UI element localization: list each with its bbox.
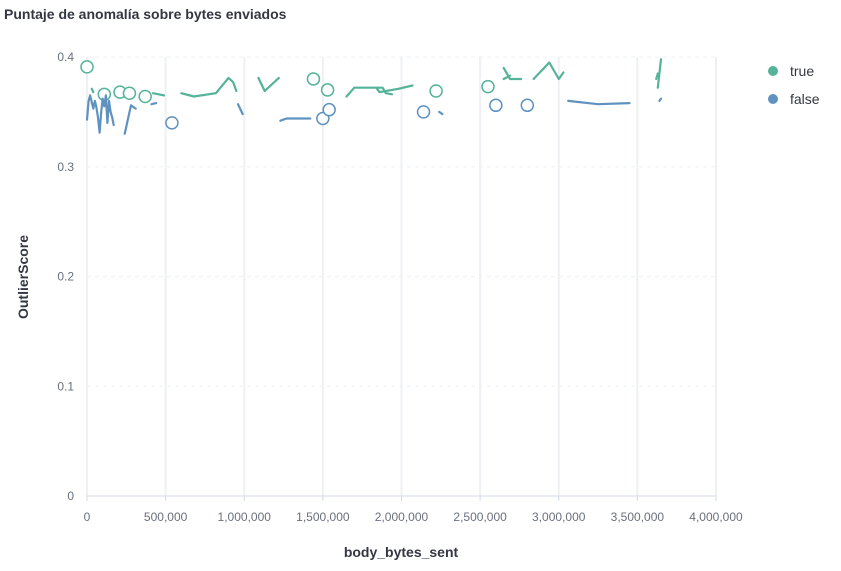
series-line-false — [123, 104, 137, 135]
x-tick-label: 1,500,000 — [296, 510, 350, 524]
series-line-false — [438, 110, 444, 116]
legend-item-true[interactable]: true — [768, 57, 820, 85]
data-point-false[interactable] — [489, 98, 503, 113]
series-line-false — [85, 94, 115, 134]
legend-label-true: true — [790, 63, 815, 79]
data-point-true[interactable] — [429, 84, 443, 98]
series-false — [85, 94, 663, 135]
series-line-true — [655, 72, 659, 81]
data-point-false[interactable] — [520, 98, 535, 113]
series-line-true — [257, 76, 280, 93]
x-tick-label: 4,000,000 — [689, 510, 743, 524]
x-tick-label: 3,000,000 — [532, 510, 586, 524]
series-line-false — [236, 103, 244, 116]
y-tick-label: 0.3 — [57, 160, 74, 174]
x-axis-title: body_bytes_sent — [344, 544, 459, 560]
y-tick-label: 0.1 — [57, 379, 74, 393]
x-tick-label: 2,500,000 — [453, 510, 507, 524]
series-line-true — [532, 61, 565, 81]
x-tick-label: 3,500,000 — [611, 510, 665, 524]
legend-marker-true — [768, 66, 778, 76]
y-tick-label: 0.2 — [57, 270, 74, 284]
series-line-true — [502, 74, 512, 81]
y-axis-ticks: 0 0.1 0.2 0.3 0.4 — [57, 50, 74, 503]
series-line-true — [656, 58, 663, 89]
legend-label-false: false — [790, 91, 820, 107]
x-tick-label: 0 — [84, 510, 91, 524]
series-line-true — [90, 87, 95, 94]
y-tick-label: 0.4 — [57, 50, 74, 64]
data-point-true[interactable] — [138, 89, 152, 104]
data-point-true[interactable] — [122, 86, 137, 100]
series-line-true — [345, 86, 394, 98]
x-tick-label: 500,000 — [144, 510, 188, 524]
legend: true false — [768, 57, 820, 113]
data-point-false[interactable] — [322, 102, 336, 117]
y-tick-label: 0 — [67, 489, 74, 503]
data-point-true[interactable] — [97, 87, 112, 102]
series-true — [80, 58, 663, 104]
y-axis-title: OutlierScore — [15, 235, 31, 319]
series-line-true — [375, 84, 414, 94]
legend-marker-false — [768, 94, 778, 104]
data-point-false[interactable] — [165, 116, 179, 130]
x-tick-label: 2,000,000 — [375, 510, 429, 524]
series-line-false — [567, 99, 631, 106]
series-line-false — [150, 101, 158, 106]
chart-title: Puntaje de anomalía sobre bytes enviados — [4, 6, 287, 22]
series-line-true — [502, 66, 523, 81]
series-layer — [80, 58, 663, 135]
grid-lines — [86, 56, 717, 497]
data-point-true[interactable] — [80, 60, 94, 74]
data-point-true[interactable] — [320, 83, 335, 97]
data-point-true[interactable] — [481, 79, 495, 94]
data-point-false[interactable] — [416, 105, 431, 119]
x-axis-ticks: 0 500,000 1,000,000 1,500,000 2,000,000 2,500… — [84, 496, 743, 524]
series-line-true — [180, 76, 238, 98]
data-point-true[interactable] — [306, 72, 321, 86]
series-line-false — [658, 97, 663, 103]
series-line-true — [151, 92, 166, 97]
series-line-false — [279, 117, 312, 122]
x-tick-label: 1,000,000 — [218, 510, 272, 524]
legend-item-false[interactable]: false — [768, 85, 820, 113]
